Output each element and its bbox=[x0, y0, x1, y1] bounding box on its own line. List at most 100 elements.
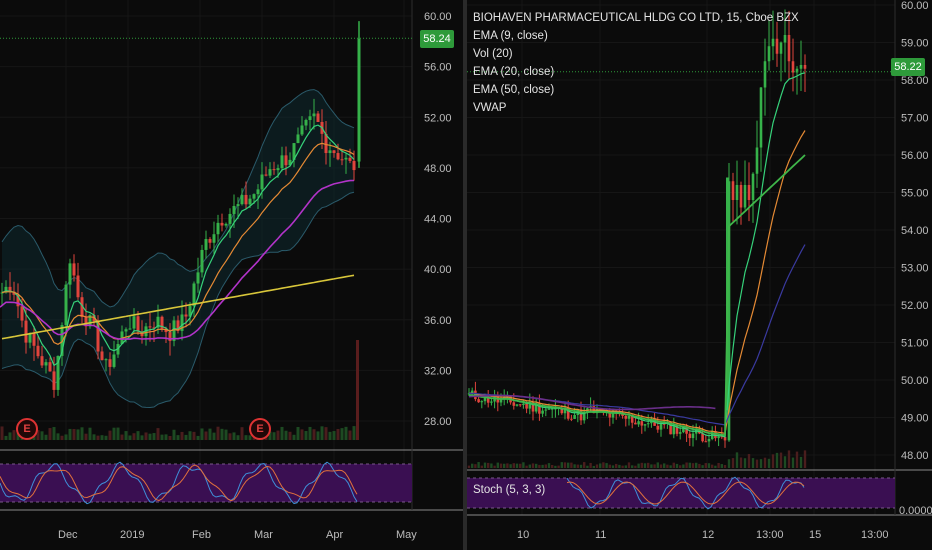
candle-body bbox=[336, 153, 340, 160]
volume-bar bbox=[108, 430, 112, 440]
candle-body bbox=[563, 407, 567, 414]
candle-body bbox=[669, 421, 672, 435]
volume-bar bbox=[695, 462, 698, 468]
candle-body bbox=[544, 409, 548, 411]
volume-bar bbox=[44, 434, 48, 440]
candle-body bbox=[224, 223, 228, 226]
volume-bar bbox=[84, 433, 88, 440]
candle-body bbox=[232, 205, 236, 214]
volume-bar bbox=[535, 463, 538, 468]
volume-bar bbox=[727, 459, 731, 468]
price-axis-label: 60.00 bbox=[424, 11, 452, 23]
price-axis-label: 48.00 bbox=[901, 450, 929, 462]
volume-bar bbox=[576, 464, 579, 468]
candle-body bbox=[64, 284, 68, 326]
volume-bar bbox=[519, 463, 522, 468]
candle-body bbox=[640, 421, 644, 426]
candle-body bbox=[68, 263, 72, 285]
time-axis-label: Dec bbox=[58, 529, 78, 541]
candle-body bbox=[634, 422, 637, 425]
candle-body bbox=[12, 291, 16, 295]
candle-body bbox=[132, 316, 136, 329]
volume-bar bbox=[276, 430, 280, 440]
earnings-marker-1[interactable]: E bbox=[16, 418, 38, 440]
candle-body bbox=[48, 362, 52, 372]
pane-divider[interactable] bbox=[463, 0, 467, 550]
candle-body bbox=[212, 234, 216, 243]
candle-body bbox=[691, 433, 695, 439]
volume-bar bbox=[496, 462, 499, 468]
candle-body bbox=[20, 306, 24, 321]
volume-bar bbox=[244, 435, 248, 440]
candle-body bbox=[152, 327, 156, 329]
candle-body bbox=[260, 174, 264, 190]
left-price-chart[interactable]: 60.00 56.00 52.00 48.00 44.00 40.00 36.00 32.00… bbox=[0, 0, 463, 550]
candle-body bbox=[783, 35, 787, 43]
volume-bar bbox=[152, 433, 156, 440]
candle-body bbox=[480, 401, 484, 403]
volume-bar bbox=[268, 431, 272, 440]
legend-ema-9[interactable]: EMA (9, close) bbox=[473, 30, 548, 42]
candle-body bbox=[288, 159, 292, 166]
volume-bar bbox=[477, 462, 480, 468]
candle-body bbox=[582, 411, 586, 421]
time-axis-label: 2019 bbox=[120, 529, 144, 541]
volume-bar bbox=[791, 457, 795, 468]
left-chart-pane[interactable]: 60.00 56.00 52.00 48.00 44.00 40.00 36.00 32.00… bbox=[0, 0, 463, 550]
volume-bar bbox=[528, 464, 531, 468]
candle-body bbox=[735, 185, 739, 200]
candle-body bbox=[656, 425, 660, 430]
ema-mid-line bbox=[1, 142, 355, 345]
candle-body bbox=[352, 160, 356, 171]
candle-body bbox=[538, 403, 541, 414]
candle-body bbox=[723, 436, 727, 441]
legend-ema-50[interactable]: EMA (50, close) bbox=[473, 84, 555, 96]
time-axis-label: 13:00 bbox=[756, 529, 784, 541]
right-chart-pane[interactable]: 60.00 59.00 58.00 57.00 56.00 55.00 54.00 53.00… bbox=[467, 0, 932, 550]
legend-volume[interactable]: Vol (20) bbox=[473, 48, 513, 60]
price-axis-label: 60.00 bbox=[901, 0, 929, 12]
candle-body bbox=[791, 61, 795, 73]
volume-bar bbox=[799, 456, 803, 468]
right-price-chart[interactable]: 60.00 59.00 58.00 57.00 56.00 55.00 54.00 53.00… bbox=[467, 0, 932, 550]
candle-body bbox=[96, 321, 100, 352]
candle-body bbox=[284, 155, 288, 166]
legend-vwap[interactable]: VWAP bbox=[473, 102, 507, 114]
candle-body bbox=[759, 87, 763, 148]
volume-bar bbox=[0, 426, 4, 440]
candle-body bbox=[763, 61, 767, 88]
legend-stochastic[interactable]: Stoch (5, 3, 3) bbox=[473, 484, 546, 496]
candle-body bbox=[678, 432, 682, 434]
candle-body bbox=[675, 426, 679, 434]
volume-bar bbox=[140, 435, 144, 440]
candle-body bbox=[4, 286, 8, 293]
candle-body bbox=[176, 320, 180, 331]
time-axis-label: Feb bbox=[192, 529, 211, 541]
candle-body bbox=[627, 415, 631, 419]
legend-ema-20[interactable]: EMA (20, close) bbox=[473, 66, 555, 78]
volume-bar bbox=[531, 463, 535, 468]
symbol-title[interactable]: BIOHAVEN PHARMACEUTICAL HLDG CO LTD, 15,… bbox=[473, 12, 799, 24]
volume-bar bbox=[184, 434, 188, 440]
price-axis-label: 56.00 bbox=[901, 150, 929, 162]
volume-bar bbox=[200, 428, 204, 440]
volume-bar bbox=[348, 430, 352, 440]
volume-bar bbox=[707, 463, 711, 468]
volume-bar bbox=[795, 451, 799, 468]
time-axis-label: 11 bbox=[595, 529, 606, 541]
candle-body bbox=[541, 410, 544, 414]
earnings-marker-2[interactable]: E bbox=[249, 418, 271, 440]
time-axis-label: 15 bbox=[809, 529, 821, 541]
volume-bar bbox=[72, 429, 76, 440]
candle-body bbox=[208, 239, 212, 243]
volume-bar bbox=[208, 428, 212, 440]
candle-body bbox=[637, 421, 640, 425]
volume-bar bbox=[579, 464, 583, 468]
volume-bar bbox=[751, 458, 755, 468]
candle-body bbox=[188, 306, 192, 317]
volume-bar bbox=[704, 463, 707, 468]
volume-bar bbox=[747, 454, 751, 468]
candle-body bbox=[56, 355, 60, 390]
volume-bar bbox=[711, 464, 714, 468]
ema-9-line bbox=[468, 72, 806, 438]
